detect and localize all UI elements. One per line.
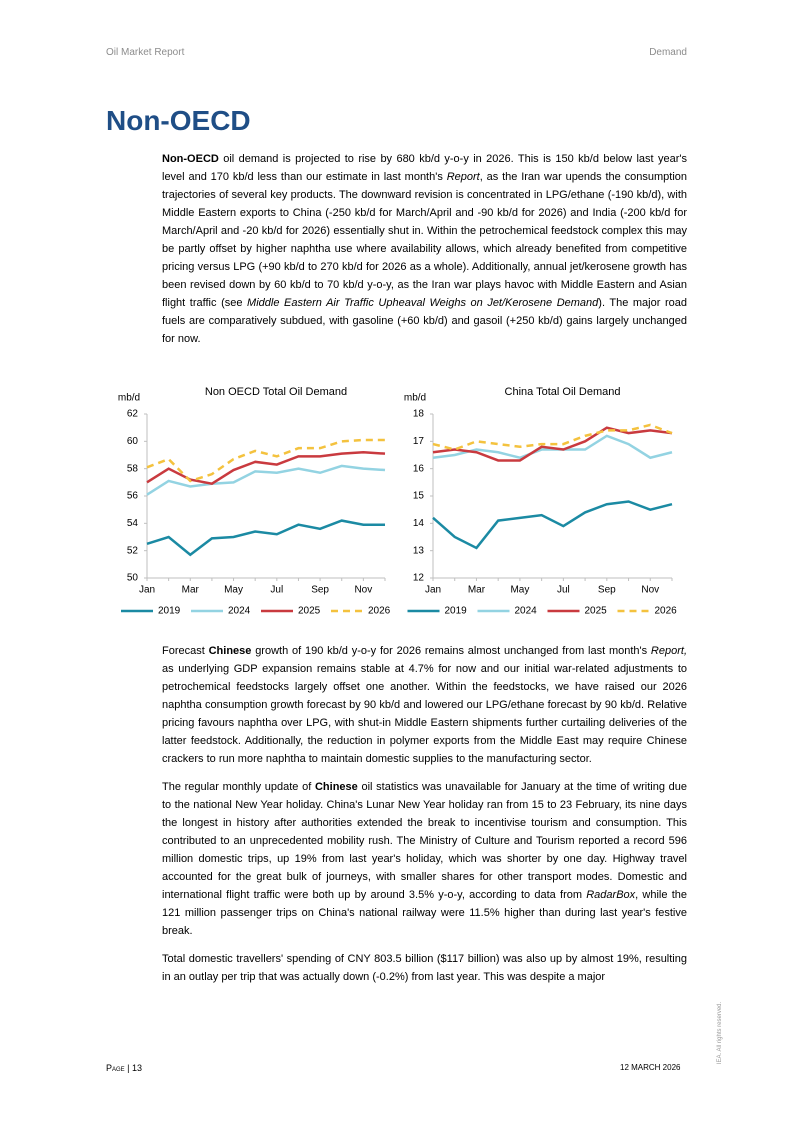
legend-label: 2025 [298,606,321,617]
series-line [146,464,386,496]
text-run: oil demand is projected to rise by 680 k… [162,153,687,183]
x-tick-label: Nov [641,585,659,596]
x-tick-label: Jan [425,585,441,596]
text-run: growth of 190 kb/d y-o-y for 2026 remain… [251,645,651,657]
series-line [146,519,385,557]
text-block: Forecast Chinese growth of 190 kb/d y-o-… [162,642,687,996]
chart-title: Non OECD Total Oil Demand [205,386,347,398]
y-tick-label: 18 [413,409,425,420]
paragraph: Non-OECD oil demand is projected to rise… [162,150,687,348]
y-tick-label: 58 [127,463,139,474]
x-tick-label: May [224,585,243,596]
text-run: Report, [650,645,687,657]
text-run: , as the Iran war upends the consumption… [162,171,688,309]
legend-label: 2024 [228,606,251,617]
series-line [432,423,673,451]
x-tick-label: Nov [354,585,372,596]
x-tick-label: Jul [557,585,570,596]
report-date: 12 MARCH 2026 [620,1063,681,1072]
page-number: Page | 13 [106,1063,143,1073]
y-tick-label: 56 [127,491,139,502]
text-run: oil statistics was unavailable for Janua… [162,781,687,901]
x-tick-label: Sep [311,585,329,596]
y-tick-label: 12 [413,573,425,584]
text-run: Chinese [208,645,252,657]
legend-label: 2026 [368,606,391,617]
y-tick-label: 15 [413,491,425,502]
y-axis-label: mb/d [404,393,426,404]
text-run: Total domestic travellers' spending of C… [162,953,687,983]
y-axis-label: mb/d [118,393,140,404]
header-left: Oil Market Report [106,47,185,58]
series-line [432,434,673,460]
legend-label: 2024 [515,606,538,617]
y-tick-label: 16 [413,463,425,474]
y-tick-label: 54 [127,518,139,529]
paragraph: The regular monthly update of Chinese oi… [162,778,687,940]
text-run: The regular monthly update of [162,781,315,793]
text-run: RadarBox [586,889,636,901]
y-tick-label: 60 [127,436,139,447]
text-run: Chinese [314,781,358,793]
x-tick-label: Jan [139,585,155,596]
chart: Non OECD Total Oil Demand mb/d 50 52 54 56 58 6… [118,386,391,617]
x-tick-label: Mar [468,585,486,596]
text-run: , while the 121 million passenger trips … [162,889,687,937]
text-run: ). The major road fuels are comparativel… [162,297,687,345]
x-tick-label: Jul [270,585,283,596]
legend-label: 2019 [158,606,181,617]
x-tick-label: May [510,585,529,596]
text-run: Middle Eastern Air Traffic Upheaval Weig… [247,297,599,309]
section-title: Non-OECD [106,105,251,136]
text-block: Non-OECD oil demand is projected to rise… [162,150,687,358]
legend-label: 2019 [445,606,468,617]
y-tick-label: 62 [127,409,139,420]
series-line [146,438,385,483]
paragraph: Forecast Chinese growth of 190 kb/d y-o-… [162,642,687,768]
x-tick-label: Sep [598,585,616,596]
text-run: Forecast [162,645,209,657]
series-line [432,500,673,550]
text-run: as underlying GDP expansion remains stab… [162,663,687,765]
y-tick-label: 17 [413,436,425,447]
legend-label: 2026 [655,606,678,617]
chart: China Total Oil Demand mb/d 12 13 14 15 16 17 18… [404,386,678,617]
y-tick-label: 14 [413,518,425,529]
paragraph: Total domestic travellers' spending of C… [162,950,687,986]
series-line [432,426,673,462]
chart-title: China Total Oil Demand [505,386,621,398]
y-tick-label: 13 [413,545,425,556]
text-run: Report [446,171,480,183]
rights-notice: IEA. All rights reserved. [717,1001,723,1065]
x-tick-label: Mar [182,585,200,596]
y-tick-label: 50 [127,573,139,584]
header-right: Demand [649,47,687,58]
legend-label: 2025 [585,606,608,617]
text-run: Non-OECD [162,153,219,165]
y-tick-label: 52 [127,545,139,556]
